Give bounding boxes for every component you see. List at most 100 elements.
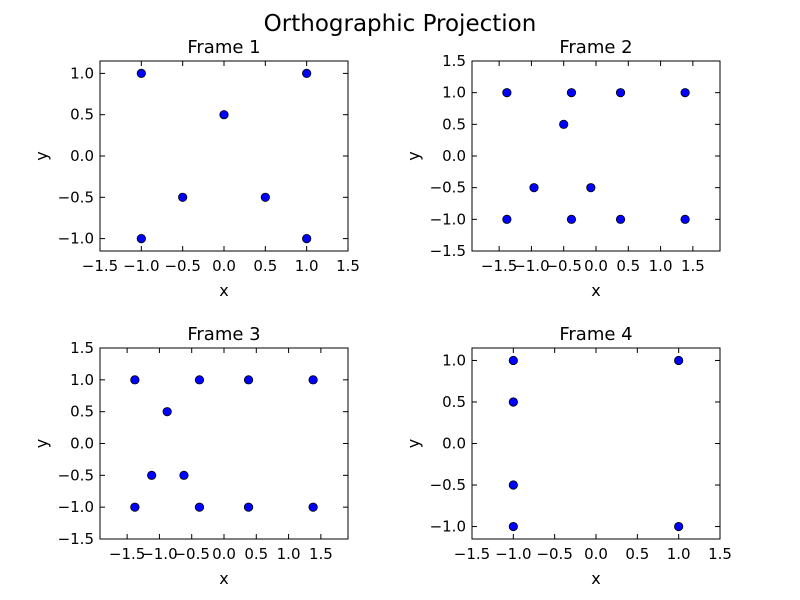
subplot-grid: −1.5 −1.0 −0.5 0.0 0.5 1.0 1.5−1.0−0.50.00.51.… bbox=[32, 37, 732, 588]
plot-frame bbox=[471, 60, 721, 252]
data-point bbox=[260, 192, 270, 202]
y-tick-label: 0.5 bbox=[70, 106, 94, 124]
data-point bbox=[680, 214, 690, 224]
x-tick-label: 1.0 bbox=[667, 545, 691, 563]
y-tick-label: −1.0 bbox=[58, 230, 94, 248]
x-tick-label: −0.5 bbox=[536, 545, 572, 563]
y-tick-label: 0.0 bbox=[70, 147, 94, 165]
data-point bbox=[219, 110, 229, 120]
y-tick-label: 1.0 bbox=[70, 64, 94, 82]
x-tick-label: 0.0 bbox=[584, 545, 608, 563]
data-point bbox=[136, 234, 146, 244]
data-point bbox=[566, 214, 577, 224]
data-point bbox=[194, 375, 205, 385]
data-point bbox=[308, 502, 318, 512]
data-point bbox=[243, 375, 254, 385]
data-point bbox=[529, 183, 539, 193]
y-tick-label: −0.5 bbox=[58, 188, 94, 206]
y-tick-label: 0.0 bbox=[70, 435, 94, 453]
data-point bbox=[586, 183, 596, 193]
data-point bbox=[130, 502, 140, 512]
data-point bbox=[508, 480, 518, 490]
x-tick-label: 0.5 bbox=[253, 257, 277, 275]
y-tick-label: 1.5 bbox=[70, 339, 94, 357]
data-point bbox=[615, 88, 626, 98]
data-point bbox=[302, 234, 312, 244]
y-tick-label: −0.5 bbox=[58, 466, 94, 484]
data-point bbox=[178, 192, 188, 202]
y-tick-label: 1.0 bbox=[442, 84, 466, 102]
y-tick-label: 0.5 bbox=[70, 403, 94, 421]
x-tick-label: 1.0 bbox=[277, 545, 301, 563]
x-axis-label: x bbox=[219, 569, 228, 588]
y-tick-label: −1.5 bbox=[58, 530, 94, 548]
x-tick-label: 0.0 bbox=[584, 257, 608, 275]
data-point bbox=[508, 355, 518, 366]
plot-frame bbox=[99, 60, 349, 252]
x-tick-label: 0.5 bbox=[616, 257, 640, 275]
data-point bbox=[566, 88, 577, 98]
y-tick-label: 0.0 bbox=[442, 147, 466, 165]
data-point bbox=[508, 521, 518, 532]
y-axis-label: y bbox=[32, 151, 51, 160]
y-tick-label: −0.5 bbox=[430, 179, 466, 197]
x-tick-label: 1.5 bbox=[708, 545, 732, 563]
y-tick-label: 1.0 bbox=[442, 351, 466, 369]
y-tick-label: 0.0 bbox=[442, 435, 466, 453]
x-tick-label: −1.0 bbox=[141, 545, 177, 563]
y-tick-label: 1.5 bbox=[442, 52, 466, 70]
subplot-4: −1.5 −1.0 −0.5 0.0 0.5 1.0 1.5 −1.0 −0.5 0.0 0.5 1.… bbox=[404, 324, 732, 588]
plot-frame bbox=[471, 347, 721, 540]
data-point bbox=[508, 397, 518, 407]
subplot-title: Frame 4 bbox=[559, 324, 632, 345]
data-point bbox=[179, 470, 189, 480]
data-point bbox=[147, 470, 157, 480]
x-tick-label: −0.5 bbox=[545, 257, 581, 275]
data-point bbox=[308, 375, 318, 385]
y-tick-label: −1.0 bbox=[430, 518, 466, 536]
data-point bbox=[559, 119, 569, 129]
y-tick-label: −1.0 bbox=[58, 498, 94, 516]
x-tick-label: 1.0 bbox=[295, 257, 319, 275]
x-tick-label: −0.5 bbox=[173, 545, 209, 563]
y-axis-label: y bbox=[404, 439, 423, 448]
x-tick-label: −1.0 bbox=[123, 257, 159, 275]
x-tick-label: −0.5 bbox=[164, 257, 200, 275]
subplot-2: −1.5−1.0−0.5 0.0 0.5 1.0 1.5−1.5−1.0−0.50.00… bbox=[404, 37, 721, 300]
x-tick-label: 1.5 bbox=[336, 257, 360, 275]
data-point bbox=[243, 502, 254, 512]
data-point bbox=[302, 68, 312, 78]
data-point bbox=[674, 521, 684, 532]
subplot-1: −1.5 −1.0 −0.5 0.0 0.5 1.0 1.5 −1.0 −0.5 0.0 0.5 1.… bbox=[32, 37, 360, 300]
data-point bbox=[674, 355, 684, 366]
x-tick-label: −1.5 bbox=[82, 257, 118, 275]
subplot-title: Frame 2 bbox=[559, 37, 632, 58]
x-tick-label: −1.0 bbox=[495, 545, 531, 563]
data-point bbox=[502, 214, 512, 224]
data-point bbox=[502, 88, 512, 98]
x-tick-label: −1.5 bbox=[481, 257, 517, 275]
x-tick-label: −1.0 bbox=[513, 257, 549, 275]
x-tick-label: 1.5 bbox=[681, 257, 705, 275]
x-tick-label: 1.5 bbox=[309, 545, 333, 563]
x-axis-label: x bbox=[219, 281, 228, 300]
y-tick-label: −1.0 bbox=[430, 210, 466, 228]
data-point bbox=[162, 407, 172, 417]
x-tick-label: −1.5 bbox=[454, 545, 490, 563]
y-tick-label: 0.5 bbox=[442, 393, 466, 411]
x-tick-label: 0.5 bbox=[625, 545, 649, 563]
x-tick-label: −1.5 bbox=[109, 545, 145, 563]
x-tick-label: 0.0 bbox=[212, 257, 236, 275]
figure-title: Orthographic Projection bbox=[264, 11, 537, 37]
y-tick-label: −1.5 bbox=[430, 242, 466, 260]
y-axis-label: y bbox=[404, 151, 423, 160]
subplot-title: Frame 3 bbox=[187, 324, 260, 345]
data-point bbox=[136, 68, 146, 78]
x-tick-label: 0.5 bbox=[244, 545, 268, 563]
x-axis-label: x bbox=[591, 281, 600, 300]
data-point bbox=[680, 88, 690, 98]
x-axis-label: x bbox=[591, 569, 600, 588]
y-axis-label: y bbox=[32, 439, 51, 448]
subplot-title: Frame 1 bbox=[187, 37, 260, 58]
